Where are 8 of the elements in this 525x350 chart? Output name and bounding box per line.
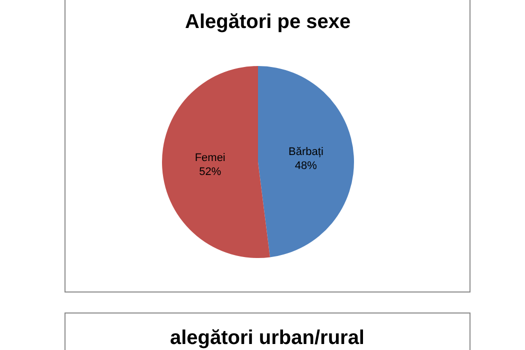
data-label: 48% (294, 160, 318, 172)
chart-title: Alegători pe sexe (185, 11, 351, 33)
text: alegători urban/rural (170, 327, 364, 349)
pie-slice (258, 66, 354, 258)
pie-slice (162, 66, 270, 258)
data-label: 52% (199, 166, 222, 178)
slice-label: Femei (194, 152, 226, 164)
slice-label: Bărbați (288, 146, 324, 158)
